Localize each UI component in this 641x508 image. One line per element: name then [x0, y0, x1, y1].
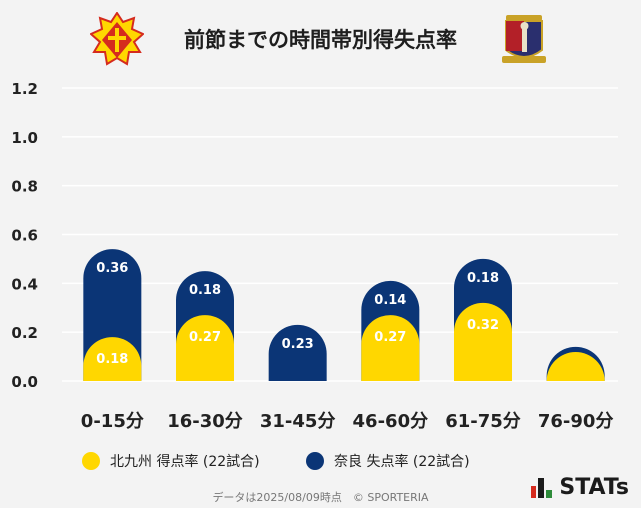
stats-logo-text: STATs — [559, 475, 629, 500]
data-label-home: 0.18 — [96, 352, 128, 367]
x-tick-label: 16-30分 — [167, 411, 243, 432]
bar-home — [83, 337, 142, 381]
bar-home — [361, 315, 420, 381]
bar-home — [176, 315, 235, 381]
footer-note: データは2025/08/09時点 © SPORTERIA — [212, 491, 429, 504]
x-tick-label: 61-75分 — [445, 411, 521, 432]
bar-chart: 0.0 0.2 0.4 0.6 0.8 1.0 1.2 0-15分 16-30分 31-45分 46… — [11, 80, 618, 432]
legend-swatch-home — [82, 452, 100, 470]
data-label-home: 0.32 — [467, 318, 499, 333]
x-tick-label: 0-15分 — [81, 411, 144, 432]
nara-emblem-icon — [502, 15, 546, 63]
data-label-away: 0.14 — [374, 293, 406, 308]
x-tick-label: 31-45分 — [260, 411, 336, 432]
data-label-away: 0.18 — [467, 271, 499, 286]
legend-label-away: 奈良 失点率 (22試合) — [334, 454, 470, 470]
stats-bars-icon — [531, 477, 553, 498]
legend-item-away: 奈良 失点率 (22試合) — [306, 451, 470, 471]
bar-home — [454, 302, 512, 381]
bar-away — [268, 324, 327, 381]
y-tick-label: 0.6 — [11, 227, 38, 245]
chart-title: 前節までの時間帯別得失点率 — [184, 28, 457, 52]
data-label-home: 0.27 — [189, 330, 221, 345]
stats-logo: STATs — [531, 475, 629, 500]
y-tick-label: 0.4 — [11, 275, 38, 293]
data-label-away: 0.18 — [189, 283, 221, 298]
data-label-home: 0.27 — [374, 330, 406, 345]
y-tick-label: 0.0 — [11, 373, 38, 391]
bar-home — [546, 352, 605, 381]
legend-swatch-away — [306, 452, 324, 470]
x-tick-label: 76-90分 — [538, 411, 614, 432]
x-tick-label: 46-60分 — [353, 411, 429, 432]
y-tick-label: 1.2 — [11, 80, 38, 98]
legend-item-home: 北九州 得点率 (22試合) — [82, 451, 260, 471]
legend-label-home: 北九州 得点率 (22試合) — [110, 454, 260, 470]
y-tick-label: 1.0 — [11, 129, 38, 147]
kitakyushu-emblem-icon — [90, 12, 144, 66]
y-tick-label: 0.8 — [11, 178, 38, 196]
data-label-away: 0.36 — [96, 261, 128, 276]
data-label-away: 0.23 — [282, 337, 314, 352]
y-tick-label: 0.2 — [11, 324, 38, 342]
